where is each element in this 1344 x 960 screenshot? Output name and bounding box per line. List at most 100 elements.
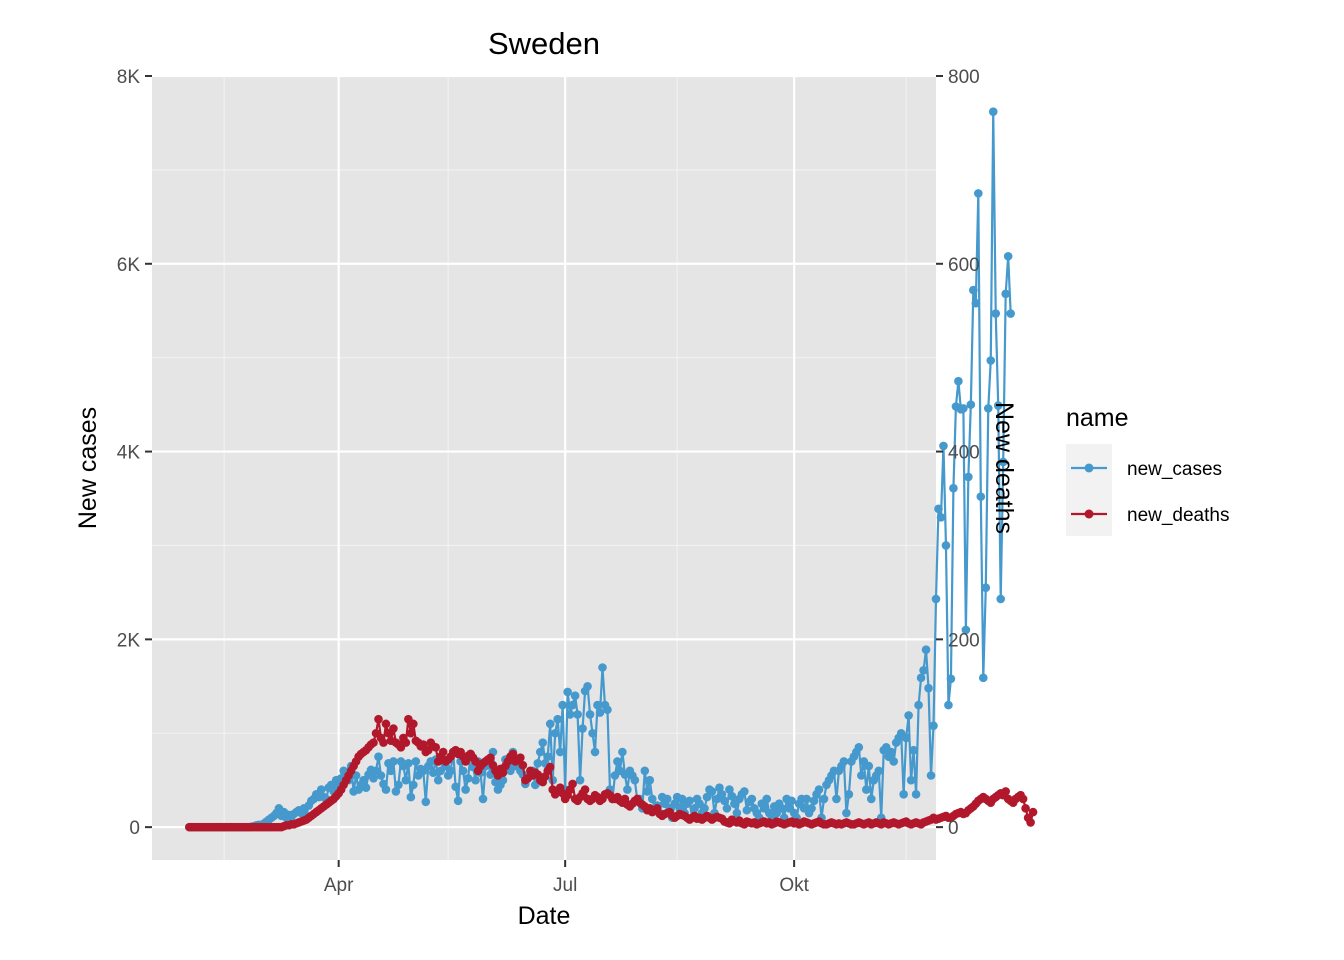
- data-point-new_cases: [762, 794, 772, 804]
- data-point-new_cases: [899, 789, 908, 799]
- data-point-new_cases: [381, 785, 391, 794]
- data-point-new_cases: [787, 796, 796, 806]
- data-point-new_cases: [376, 771, 386, 780]
- data-point-new_cases: [929, 721, 938, 731]
- data-point-new_deaths: [486, 753, 495, 762]
- data-point-new_cases: [976, 492, 986, 501]
- data-point-new_cases: [463, 774, 473, 783]
- data-point-new_cases: [386, 766, 396, 776]
- data-point-new_cases: [593, 700, 602, 710]
- data-point-new_deaths: [389, 724, 398, 733]
- data-point-new_cases: [316, 785, 326, 794]
- y-tick-label: 0: [129, 818, 140, 839]
- data-point-new_cases: [585, 710, 595, 719]
- legend-key-point: [1084, 509, 1094, 519]
- data-point-new_cases: [959, 404, 968, 413]
- data-point-new_cases: [864, 761, 874, 771]
- legend-item-new_deaths: new_deaths: [1071, 505, 1229, 526]
- data-point-new_deaths: [1018, 794, 1028, 804]
- data-point-new_cases: [391, 787, 401, 796]
- data-point-new_cases: [433, 775, 443, 785]
- data-point-new_cases: [478, 794, 488, 804]
- data-point-new_deaths: [374, 714, 383, 724]
- data-point-new_cases: [1003, 251, 1013, 261]
- data-point-new_cases: [568, 700, 577, 710]
- data-point-new_cases: [964, 472, 973, 482]
- data-point-new_cases: [451, 782, 460, 792]
- data-point-new_cases: [640, 766, 650, 776]
- legend-title: name: [1066, 404, 1129, 432]
- data-point-new_cases: [421, 797, 431, 807]
- x-axis-label: Date: [518, 902, 571, 930]
- data-point-new_cases: [588, 728, 597, 738]
- data-point-new_cases: [909, 745, 918, 755]
- data-point-new_cases: [645, 775, 655, 785]
- data-point-new_cases: [978, 673, 988, 683]
- legend-key-background: [1066, 444, 1112, 536]
- data-point-new_cases: [401, 775, 411, 785]
- data-point-new_deaths: [1028, 807, 1038, 817]
- data-point-new_deaths: [516, 753, 525, 762]
- data-point-new_deaths: [369, 738, 378, 747]
- data-point-new_cases: [1001, 289, 1010, 299]
- y2-tick-label: 400: [948, 443, 980, 464]
- legend-items: new_cases new_deaths: [1071, 459, 1229, 526]
- legend-label: new_cases: [1127, 459, 1222, 480]
- data-point-new_cases: [998, 457, 1008, 467]
- data-point-new_cases: [936, 512, 946, 522]
- data-point-new_cases: [949, 483, 958, 493]
- data-point-new_cases: [613, 757, 622, 766]
- x-tick-label: Apr: [324, 875, 354, 896]
- data-point-new_deaths: [381, 719, 391, 729]
- data-point-new_cases: [630, 775, 640, 785]
- data-point-new_cases: [777, 804, 786, 813]
- y-tick-label: 6K: [117, 255, 141, 276]
- y-tick-label: 8K: [117, 67, 141, 88]
- data-point-new_cases: [961, 625, 971, 635]
- data-point-new_cases: [934, 504, 943, 514]
- data-point-new_cases: [411, 757, 421, 766]
- data-point-new_cases: [623, 785, 632, 794]
- data-point-new_deaths: [518, 760, 528, 770]
- legend-item-new_cases: new_cases: [1071, 459, 1222, 480]
- data-point-new_cases: [590, 747, 600, 757]
- data-point-new_cases: [944, 700, 953, 710]
- data-point-new_cases: [924, 683, 933, 693]
- data-point-new_cases: [732, 808, 742, 818]
- x-tick-label: Okt: [779, 875, 809, 896]
- data-point-new_deaths: [438, 747, 448, 757]
- data-point-new_cases: [747, 794, 757, 804]
- data-point-new_cases: [996, 594, 1006, 604]
- data-point-new_cases: [727, 791, 737, 801]
- data-point-new_deaths: [379, 738, 388, 747]
- data-point-new_cases: [971, 298, 981, 308]
- data-point-new_deaths: [418, 740, 428, 749]
- data-point-new_cases: [889, 757, 898, 766]
- data-point-new_cases: [874, 766, 884, 776]
- data-point-new_cases: [369, 774, 378, 783]
- data-point-new_cases: [914, 700, 923, 710]
- data-point-new_cases: [598, 663, 607, 672]
- data-point-new_cases: [802, 794, 811, 804]
- data-point-new_cases: [563, 687, 572, 697]
- y2-tick-label: 0: [948, 818, 959, 839]
- data-point-new_cases: [983, 404, 993, 413]
- data-point-new_cases: [742, 805, 752, 815]
- data-point-new_cases: [685, 796, 694, 806]
- data-point-new_cases: [374, 752, 383, 762]
- data-point-new_cases: [555, 747, 565, 757]
- series-layer: [185, 107, 1038, 832]
- data-point-new_cases: [722, 804, 732, 813]
- data-point-new_cases: [642, 787, 652, 796]
- data-point-new_cases: [901, 733, 911, 743]
- data-point-new_cases: [543, 752, 553, 762]
- y2-axis-label: New deaths: [990, 402, 1018, 534]
- data-point-new_cases: [471, 775, 480, 785]
- data-point-new_cases: [538, 738, 548, 747]
- data-point-new_cases: [583, 682, 592, 691]
- legend-label: new_deaths: [1127, 505, 1229, 526]
- data-point-new_cases: [545, 719, 555, 729]
- data-point-new_cases: [911, 789, 921, 799]
- plot-panel: [152, 76, 936, 860]
